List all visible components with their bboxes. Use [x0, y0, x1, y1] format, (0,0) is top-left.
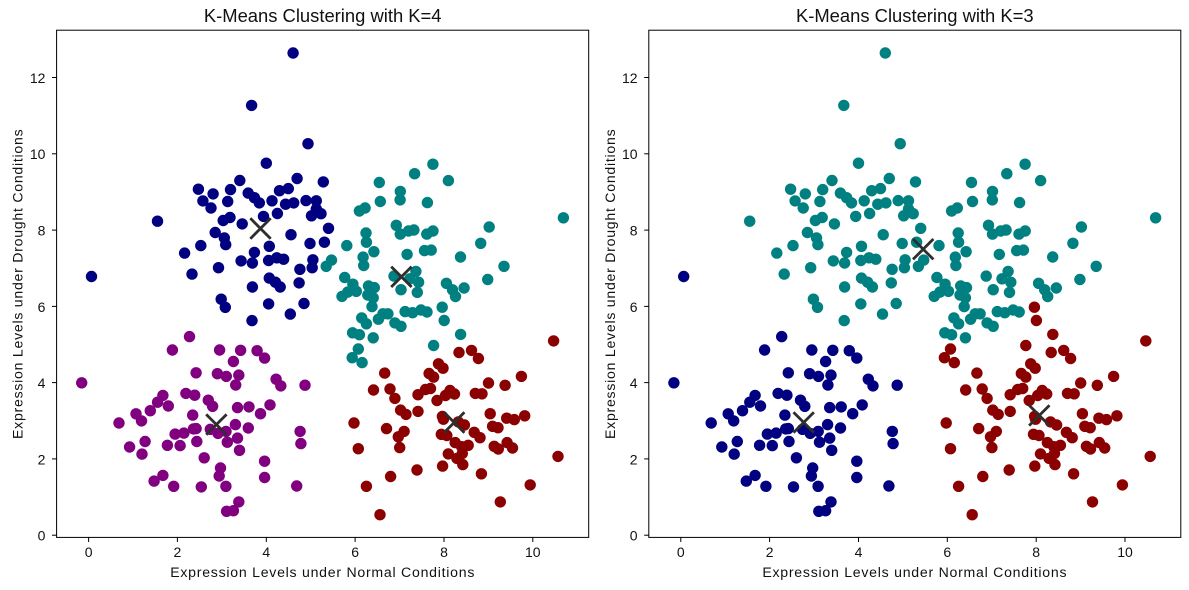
svg-text:2: 2 — [766, 544, 774, 560]
svg-text:8: 8 — [630, 223, 638, 239]
svg-text:8: 8 — [38, 223, 46, 239]
svg-text:0: 0 — [677, 544, 685, 560]
svg-text:6: 6 — [943, 544, 951, 560]
svg-text:4: 4 — [855, 544, 863, 560]
svg-text:10: 10 — [525, 544, 541, 560]
svg-text:10: 10 — [622, 146, 638, 162]
svg-text:12: 12 — [30, 70, 46, 86]
svg-text:0: 0 — [38, 528, 46, 544]
svg-text:K-Means Clustering with K=3: K-Means Clustering with K=3 — [796, 5, 1034, 26]
svg-text:10: 10 — [30, 146, 46, 162]
svg-text:6: 6 — [630, 299, 638, 315]
svg-text:Expression Levels under Normal: Expression Levels under Normal Condition… — [762, 564, 1067, 580]
svg-text:2: 2 — [174, 544, 182, 560]
svg-text:0: 0 — [85, 544, 93, 560]
svg-text:4: 4 — [262, 544, 270, 560]
svg-text:K-Means Clustering with K=4: K-Means Clustering with K=4 — [204, 5, 442, 26]
svg-text:Expression Levels under Normal: Expression Levels under Normal Condition… — [170, 564, 475, 580]
svg-text:8: 8 — [1032, 544, 1040, 560]
svg-text:8: 8 — [440, 544, 448, 560]
svg-text:0: 0 — [630, 528, 638, 544]
svg-text:10: 10 — [1117, 544, 1133, 560]
svg-text:6: 6 — [351, 544, 359, 560]
svg-text:Expression Levels under Drough: Expression Levels under Drought Conditio… — [10, 129, 26, 439]
svg-text:Expression Levels under Drough: Expression Levels under Drought Conditio… — [602, 129, 618, 439]
svg-text:2: 2 — [38, 451, 46, 467]
svg-text:6: 6 — [38, 299, 46, 315]
svg-text:12: 12 — [622, 70, 638, 86]
svg-text:4: 4 — [630, 375, 638, 391]
svg-text:2: 2 — [630, 451, 638, 467]
svg-text:4: 4 — [38, 375, 46, 391]
